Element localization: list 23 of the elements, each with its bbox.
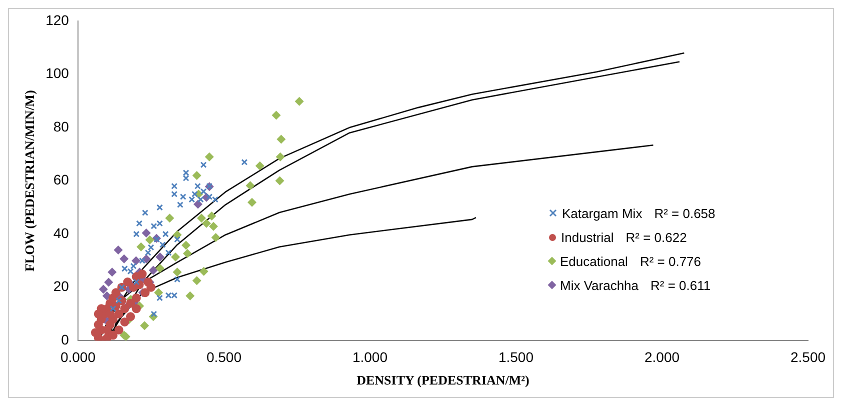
x-tick-label: 1.500 xyxy=(498,348,534,365)
annotation: R² = 0.622 xyxy=(626,230,687,244)
legend-label: Katargam Mix xyxy=(562,206,642,220)
x-tick-label: 0.000 xyxy=(60,348,96,365)
annotation: R² = 0.611 xyxy=(650,278,711,292)
x-tick-label: 0.500 xyxy=(206,348,242,365)
y-tick-label: 20 xyxy=(53,278,70,294)
x-tick-label: 2.000 xyxy=(644,348,680,365)
annotation: R² = 0.776 xyxy=(640,254,702,268)
x-tick-label: 1.000 xyxy=(352,348,388,365)
y-tick-label: 80 xyxy=(53,118,70,134)
annotation: R² = 0.658 xyxy=(654,206,716,220)
y-axis-title: FLOW (PEDESTRIAN/MIN/M) xyxy=(22,90,38,272)
x-axis-title: DENSITY (PEDESTRIAN/M²) xyxy=(356,372,530,388)
y-tick-label: 100 xyxy=(46,65,70,82)
x-tick-label: 2.500 xyxy=(790,348,826,365)
y-tick-label: 60 xyxy=(53,172,70,188)
y-tick-label: 120 xyxy=(46,12,70,28)
legend-label: Industrial xyxy=(561,230,614,244)
legend-label: Mix Varachha xyxy=(560,278,639,292)
y-tick-label: 0 xyxy=(61,331,70,348)
legend-label: Educational xyxy=(560,254,628,268)
y-tick-label: 40 xyxy=(53,224,70,241)
